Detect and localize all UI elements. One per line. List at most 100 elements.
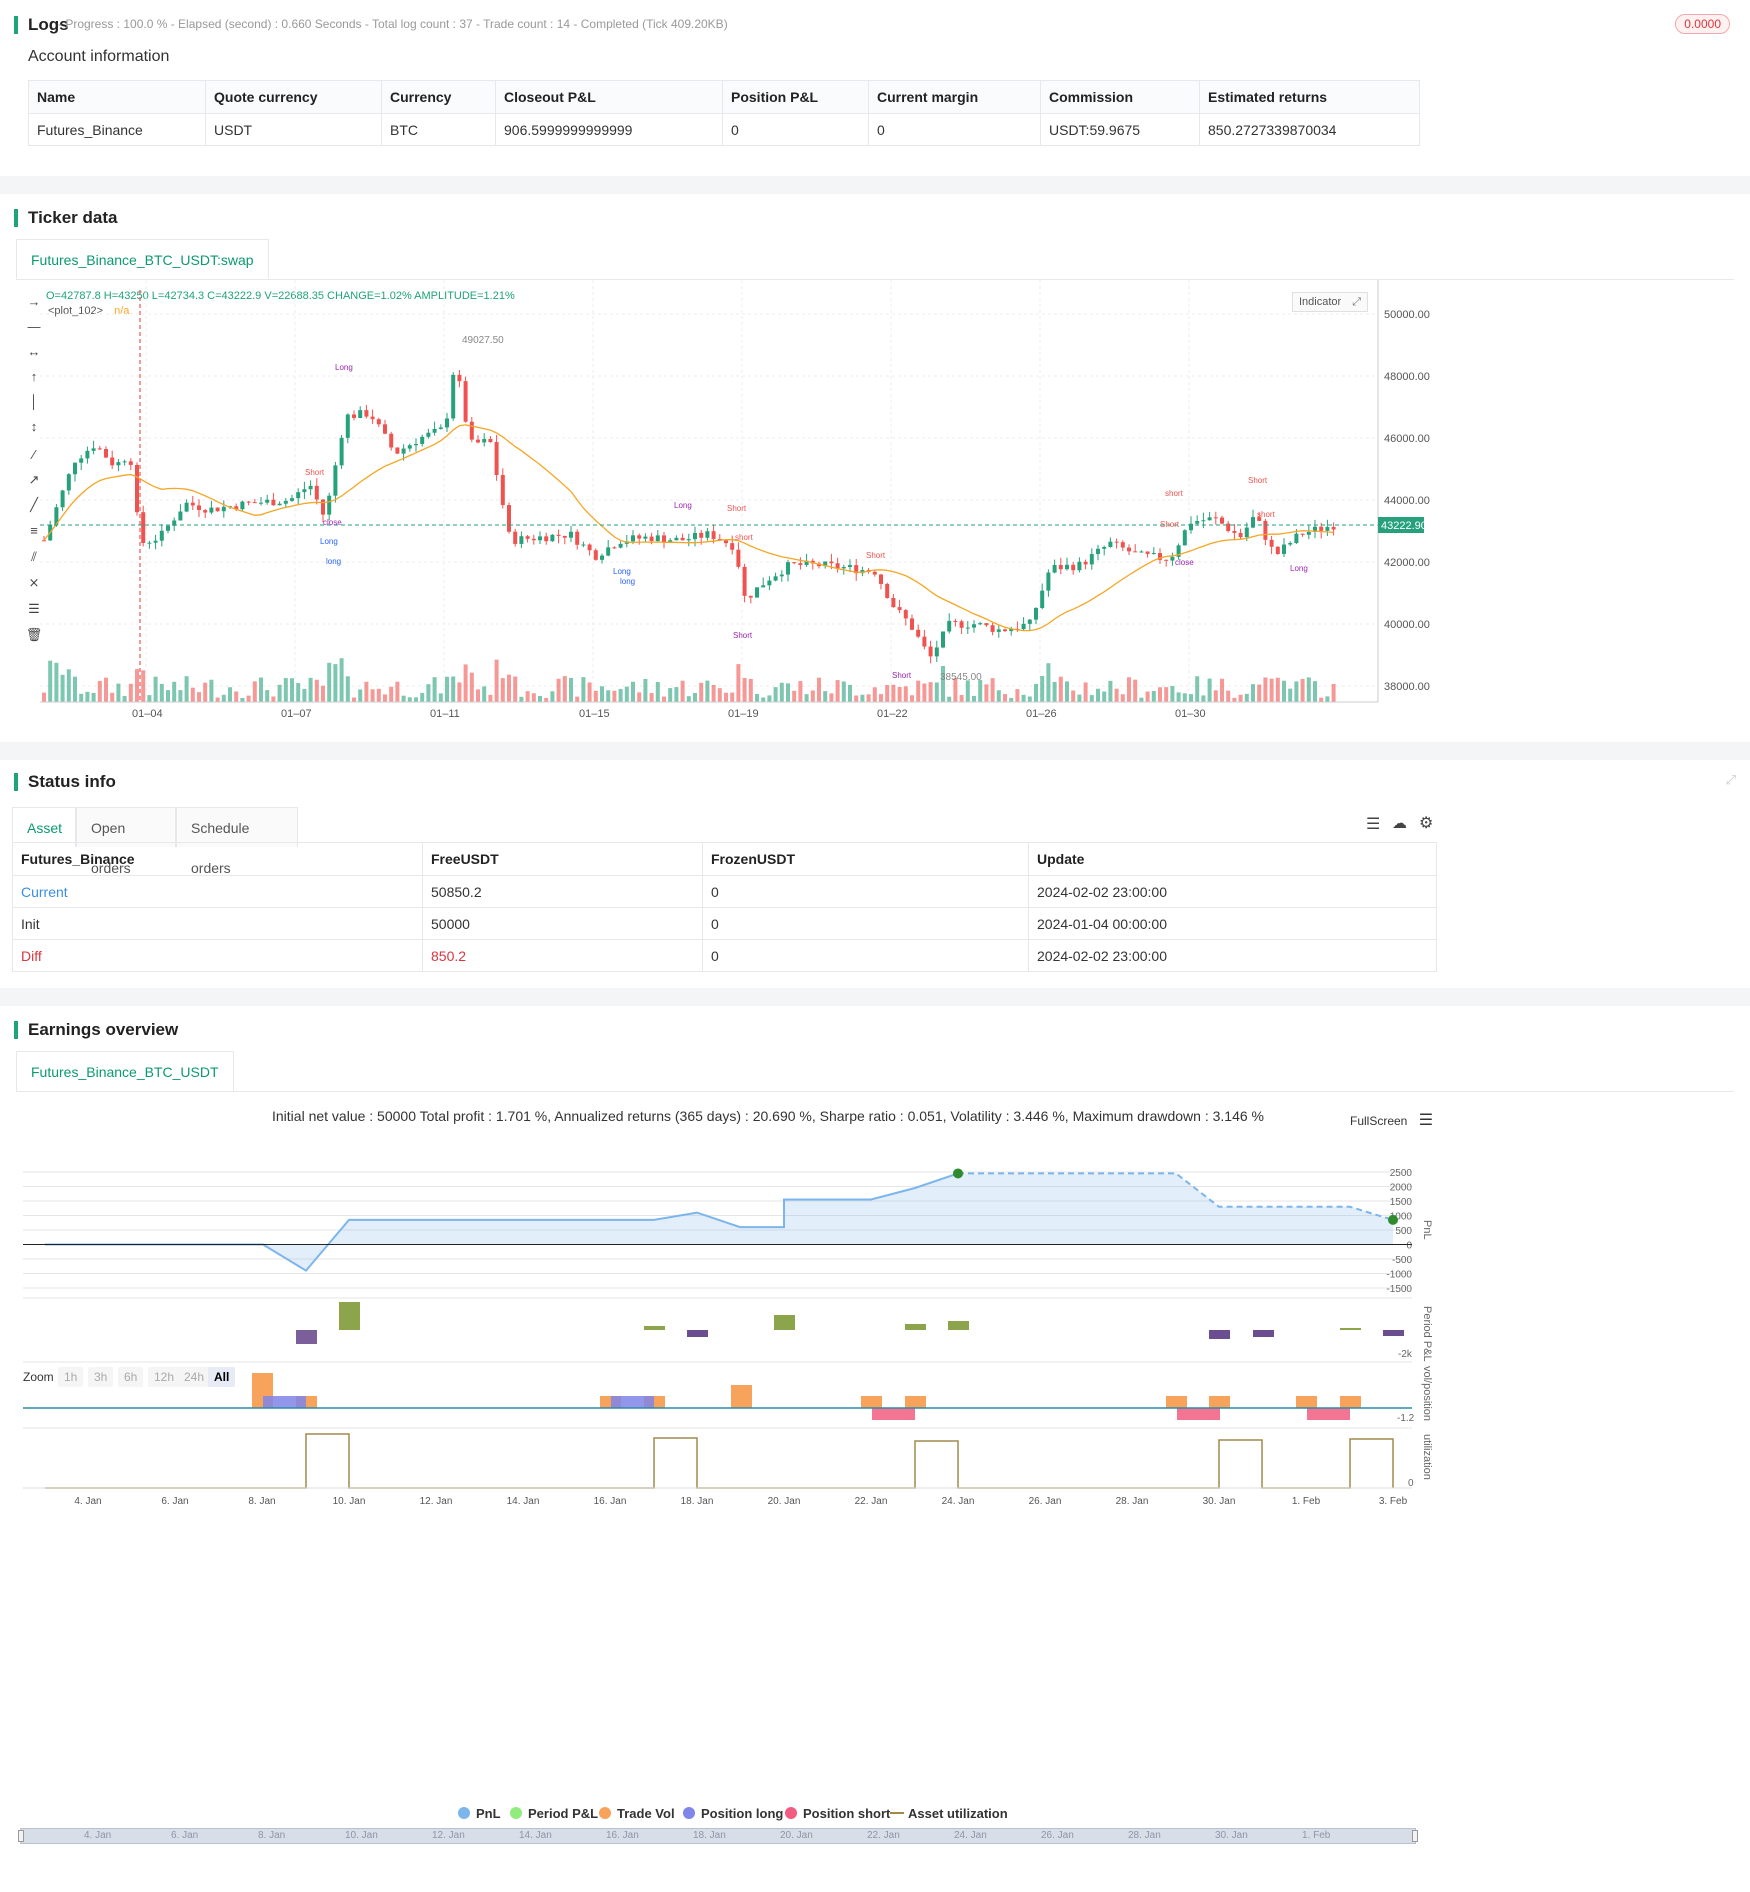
candle-body: [1133, 551, 1138, 553]
account-cell: 906.5999999999999: [495, 113, 723, 146]
vertical-segment-icon[interactable]: ↕: [30, 419, 38, 434]
cloud-download-icon[interactable]: ☁: [1392, 815, 1407, 832]
volume-bar: [1220, 678, 1224, 702]
vertical-line-icon[interactable]: │: [29, 394, 39, 409]
tab-schedule-orders[interactable]: Schedule orders: [176, 807, 298, 876]
horizontal-line-icon[interactable]: ―: [27, 319, 41, 334]
volume-bar: [767, 695, 772, 702]
last-point-marker: [1388, 1214, 1398, 1225]
table-cell: 2024-01-04 00:00:00: [1028, 907, 1437, 940]
vertical-ray-icon[interactable]: ↑: [30, 369, 38, 384]
candle-body: [420, 436, 425, 444]
horizontal-ray-icon[interactable]: →: [27, 294, 41, 309]
candle-body: [705, 531, 710, 538]
candle-body: [321, 499, 325, 515]
navigator-tick-label: 6. Jan: [171, 1830, 199, 1841]
candle-body: [1096, 548, 1100, 555]
collapse-icon[interactable]: ⤢: [1725, 772, 1736, 787]
volume-bar: [327, 662, 332, 702]
volume-bar: [817, 677, 821, 702]
legend-position-short[interactable]: Position short: [785, 1806, 890, 1821]
period-bar: [774, 1315, 795, 1330]
menu-icon[interactable]: ☰: [1366, 816, 1381, 833]
legend-pnl[interactable]: PnL: [458, 1806, 501, 1821]
parallel-channel-icon[interactable]: ⫽: [31, 549, 37, 564]
ray-line-icon[interactable]: ↗: [28, 472, 40, 487]
period-bar: [1209, 1330, 1230, 1339]
candle-body: [1021, 623, 1026, 630]
long-bar: [611, 1396, 654, 1408]
volume-bar: [885, 685, 890, 702]
legend-period-pnl[interactable]: Period P&L: [510, 1806, 598, 1821]
horizontal-segment-icon[interactable]: ↔: [27, 344, 41, 359]
legend-asset-utilization[interactable]: Asset utilization: [890, 1806, 1008, 1821]
zoom-6h[interactable]: 6h: [118, 1367, 144, 1387]
account-header-closeout: Closeout P&L: [495, 80, 723, 114]
candle-body: [457, 374, 462, 382]
candle-body: [1325, 526, 1330, 531]
status-title: Status info: [14, 773, 116, 791]
volume-bar: [1182, 693, 1187, 702]
candle-body: [1251, 517, 1255, 528]
fullscreen-button[interactable]: FullScreen ☰: [1350, 1110, 1433, 1130]
candle-body: [680, 537, 685, 541]
earnings-date-tick: 1. Feb: [1292, 1496, 1321, 1507]
legend-trade-vol[interactable]: Trade Vol: [599, 1806, 675, 1821]
legend-position-long[interactable]: Position long: [683, 1806, 783, 1821]
date-tick-label: 01–11: [430, 708, 460, 720]
vol-bar: [1296, 1396, 1317, 1408]
expand-icon[interactable]: ⤢: [1352, 296, 1361, 308]
volume-bar: [686, 696, 691, 702]
candle-body: [451, 374, 456, 419]
candle-body: [897, 607, 902, 611]
hamburger-icon[interactable]: ☰: [1418, 1112, 1434, 1129]
tab-asset[interactable]: Asset: [12, 807, 76, 847]
trash-icon[interactable]: 🗑: [25, 627, 43, 642]
candle-body: [823, 561, 828, 567]
status-panel: Status info ⤢ Asset Open orders Schedule…: [0, 760, 1750, 988]
candle-body: [116, 462, 121, 466]
tab-ticker-symbol[interactable]: Futures_Binance_BTC_USDT:swap: [16, 239, 269, 279]
zoom-12h[interactable]: 12h: [148, 1367, 181, 1387]
volume-bar: [854, 695, 859, 702]
candle-body: [221, 506, 226, 512]
navigator-tick-label: 28. Jan: [1128, 1830, 1161, 1841]
candle-body: [767, 580, 772, 586]
logs-title-text: Logs: [28, 15, 69, 34]
navigator[interactable]: 4. Jan 6. Jan 8. Jan 10. Jan 12. Jan 14. Jan 1…: [18, 1828, 1418, 1844]
zoom-1h[interactable]: 1h: [58, 1367, 84, 1387]
marker-short: Short: [305, 468, 325, 477]
zoom-24h[interactable]: 24h: [178, 1367, 211, 1387]
zoom-all[interactable]: All: [208, 1367, 236, 1387]
candle-body: [1282, 544, 1286, 555]
volume-bar: [680, 680, 685, 702]
candle-body: [711, 531, 716, 539]
indicator-button[interactable]: Indicator ⤢: [1292, 292, 1368, 312]
fib-retracement-icon[interactable]: ☰: [28, 601, 40, 616]
earnings-date-tick: 12. Jan: [420, 1496, 453, 1507]
candle-body: [66, 474, 71, 491]
tab-open-orders[interactable]: Open orders: [76, 807, 176, 876]
zoom-3h[interactable]: 3h: [88, 1367, 114, 1387]
navigator-handle-right[interactable]: [1412, 1830, 1418, 1842]
volume-bar: [1251, 684, 1255, 702]
settings-gear-icon[interactable]: ⚙: [1419, 815, 1434, 832]
legend-swatch: [890, 1812, 904, 1814]
date-tick-label: 01–19: [728, 708, 759, 720]
fib-channel-icon[interactable]: ⨯: [28, 575, 40, 590]
candle-body: [606, 547, 611, 556]
candle-body: [941, 631, 945, 648]
legend-swatch: [683, 1807, 695, 1819]
candle-body: [1102, 546, 1107, 549]
candle-body: [525, 536, 530, 539]
extended-line-icon[interactable]: ╱: [30, 497, 38, 512]
trend-line-icon[interactable]: ∕: [32, 447, 36, 462]
volume-bar: [1331, 684, 1336, 702]
tab-earnings-symbol[interactable]: Futures_Binance_BTC_USDT: [16, 1051, 234, 1091]
navigator-handle-left[interactable]: [18, 1830, 24, 1842]
navigator-tick-label: 30. Jan: [1215, 1830, 1248, 1841]
candle-body: [761, 585, 766, 588]
navigator-tick-label: 8. Jan: [258, 1830, 286, 1841]
candle-body: [587, 544, 592, 551]
price-line-icon[interactable]: ≡: [30, 523, 38, 538]
